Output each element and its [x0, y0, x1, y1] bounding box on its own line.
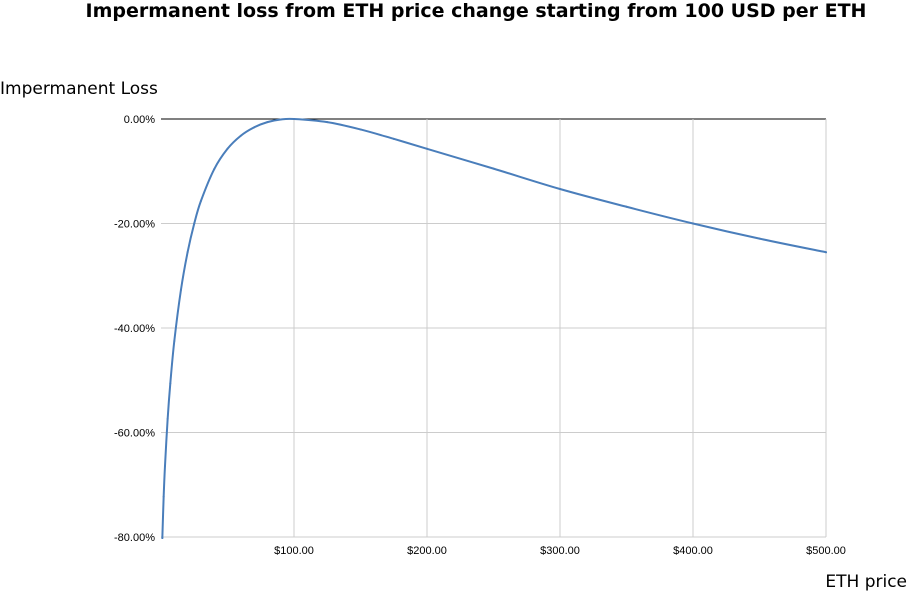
data-point — [392, 137, 395, 140]
data-point — [279, 118, 282, 121]
gridlines — [161, 118, 827, 538]
data-point — [825, 251, 827, 254]
y-tick-label: 0.00% — [124, 114, 155, 126]
y-tick-label: -80.00% — [114, 532, 155, 544]
data-point — [293, 118, 295, 120]
y-tick-label: -60.00% — [114, 428, 155, 440]
data-point — [758, 237, 761, 240]
data-point — [193, 222, 196, 225]
data-point — [253, 126, 256, 129]
data-point — [162, 495, 165, 498]
data-point — [559, 188, 561, 191]
data-point — [173, 340, 176, 343]
data-point — [326, 121, 329, 124]
data-point — [199, 200, 202, 203]
y-axis-title: Impermanent Loss — [0, 79, 158, 99]
y-tick-label: -40.00% — [114, 323, 155, 335]
data-point — [239, 134, 242, 137]
data-point — [186, 251, 189, 254]
x-axis-title: ETH price — [825, 572, 907, 591]
data-point — [492, 167, 495, 170]
x-tick-label: $100.00 — [274, 545, 314, 557]
y-tick-label: -20.00% — [114, 219, 155, 231]
x-tick-label: $400.00 — [673, 545, 713, 557]
chart-title: Impermanent loss from ETH price change s… — [86, 0, 867, 22]
data-point — [179, 288, 182, 291]
data-point — [266, 121, 269, 124]
x-tick-label: $200.00 — [407, 545, 447, 557]
data-point — [426, 147, 428, 150]
x-tick-label: $300.00 — [540, 545, 580, 557]
data-point — [166, 417, 169, 420]
data-point — [169, 382, 172, 385]
data-point — [226, 147, 229, 150]
data-point — [213, 168, 216, 171]
data-point — [625, 205, 628, 208]
x-tick-label: $500.00 — [806, 545, 846, 557]
data-point — [161, 537, 164, 540]
data-point — [163, 464, 166, 467]
data-point — [359, 128, 362, 131]
tick-labels: 0.00% -20.00% -40.00% -60.00% -80.00% $100.00… — [114, 114, 846, 557]
data-point — [692, 222, 694, 225]
series-layer — [161, 117, 827, 540]
